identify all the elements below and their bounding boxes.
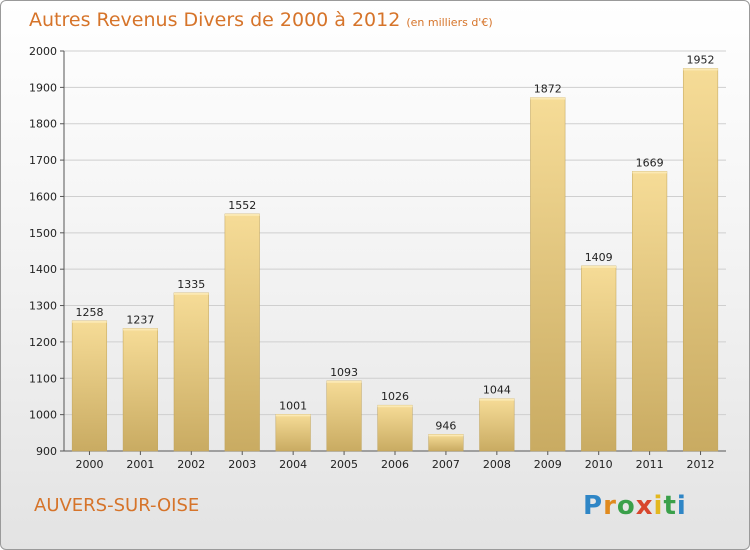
bar (224, 213, 260, 452)
bar-highlight (377, 405, 413, 408)
x-tick-label: 2005 (330, 458, 358, 471)
bar (581, 265, 617, 452)
data-label: 1044 (483, 384, 511, 397)
logo-letter: i (676, 491, 687, 521)
x-tick-label: 2008 (483, 458, 511, 471)
data-label: 1258 (75, 306, 103, 319)
bar-highlight (72, 320, 107, 323)
bar (530, 97, 566, 452)
bar-highlight (275, 414, 311, 417)
bar (377, 404, 413, 452)
y-tick-label: 1000 (29, 409, 57, 422)
data-label: 1409 (585, 251, 613, 264)
data-label: 946 (435, 419, 456, 432)
bar (173, 292, 209, 452)
chart-title: Autres Revenus Divers de 2000 à 2012 (29, 9, 401, 31)
bar-highlight (479, 398, 515, 401)
bar-highlight (123, 328, 158, 331)
x-tick-label: 2006 (381, 458, 409, 471)
data-label: 1952 (687, 53, 715, 66)
bar (632, 171, 668, 452)
x-tick-label: 2004 (279, 458, 307, 471)
bars (71, 68, 719, 452)
chart-subtitle: (en milliers d'€) (406, 16, 493, 29)
y-tick-label: 1500 (29, 227, 57, 240)
y-tick-label: 2000 (29, 45, 57, 58)
x-tick-label: 2011 (636, 458, 664, 471)
y-tick-label: 1400 (29, 263, 57, 276)
bar-highlight (326, 380, 362, 383)
title-row: Autres Revenus Divers de 2000 à 2012 (en … (29, 9, 493, 31)
bar-highlight (173, 292, 209, 295)
bar-highlight (224, 213, 260, 216)
x-tick-label: 2012 (687, 458, 715, 471)
bar (682, 68, 719, 452)
bar-highlight (632, 171, 667, 174)
y-tick-label: 1600 (29, 190, 57, 203)
logo-letter: x (635, 491, 654, 521)
logo-letter: i (653, 491, 664, 521)
x-tick-label: 2001 (126, 458, 154, 471)
data-label: 1026 (381, 390, 409, 403)
bar (275, 414, 311, 452)
bar (326, 380, 362, 452)
logo-letter: P (583, 491, 604, 521)
bar-highlight (581, 265, 617, 268)
x-tick-label: 2010 (585, 458, 613, 471)
bar (479, 398, 515, 452)
data-label: 1093 (330, 366, 358, 379)
proxiti-logo: Proxiti (583, 491, 687, 521)
y-tick-label: 900 (36, 445, 57, 458)
x-tick-label: 2009 (534, 458, 562, 471)
y-tick-label: 1900 (29, 81, 57, 94)
x-tick-label: 2007 (432, 458, 460, 471)
axes: 900 1000 1100 1200 1300 1400 1500 1600 1700 1800 1… (29, 45, 726, 458)
y-tick-label: 1700 (29, 154, 57, 167)
x-tick-label: 2000 (75, 458, 103, 471)
bar (122, 328, 158, 452)
y-tick-label: 1800 (29, 118, 57, 131)
data-label: 1001 (279, 399, 307, 412)
x-tick-label: 2002 (177, 458, 205, 471)
y-tick-label: 1200 (29, 336, 57, 349)
data-label: 1872 (534, 83, 562, 96)
bar-highlight (683, 68, 718, 71)
bar-highlight (530, 97, 566, 100)
city-name: AUVERS-SUR-OISE (34, 495, 200, 516)
data-label: 1552 (228, 199, 256, 212)
logo-letter: t (663, 491, 677, 521)
data-label: 1335 (177, 278, 205, 291)
bar-highlight (428, 434, 464, 437)
logo-letter: r (603, 491, 617, 521)
x-tick-label: 2003 (228, 458, 256, 471)
y-tick-label: 1100 (29, 372, 57, 385)
bar (71, 320, 108, 452)
y-tick-label: 1300 (29, 300, 57, 313)
data-label: 1237 (126, 313, 154, 326)
logo-letter: o (616, 491, 636, 521)
labels: 1258 2000 1237 2001 1335 2002 1552 2003 1001 2004… (75, 53, 714, 471)
bar (428, 434, 464, 452)
data-label: 1669 (636, 156, 664, 169)
